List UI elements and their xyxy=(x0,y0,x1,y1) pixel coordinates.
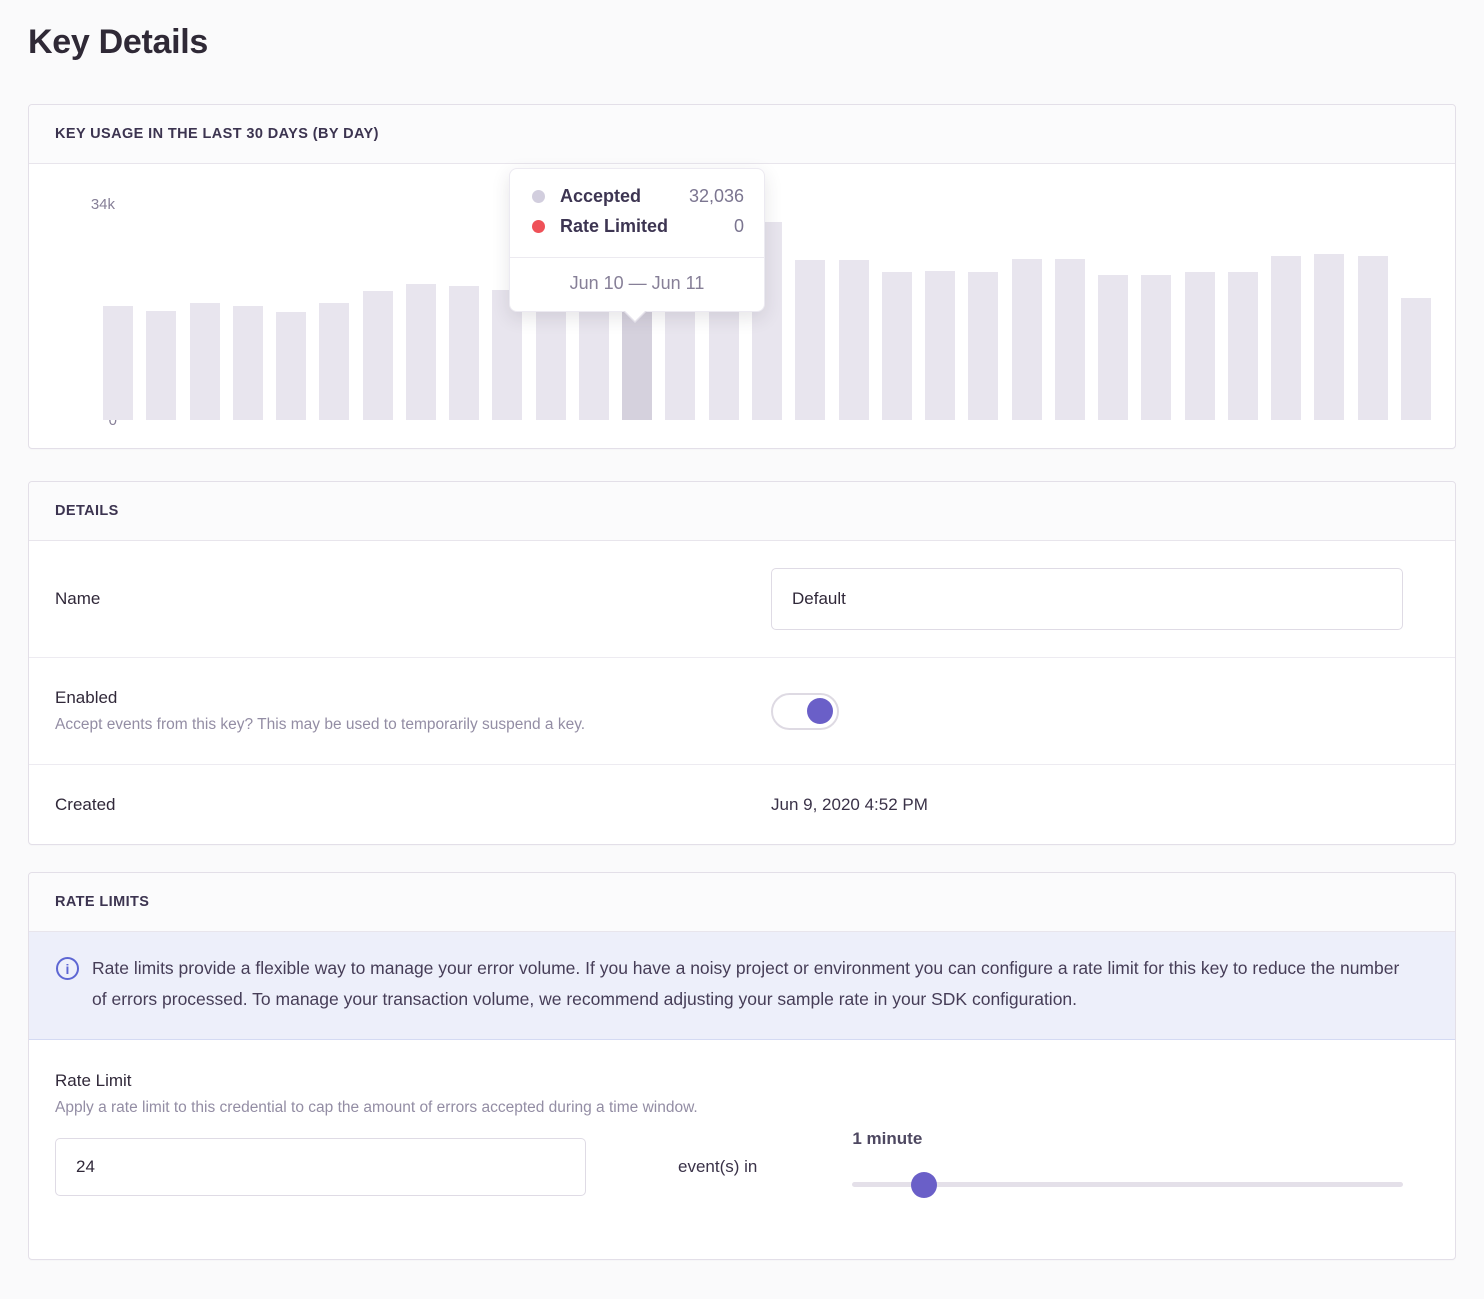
created-label: Created xyxy=(55,794,116,814)
rate-limit-controls: event(s) in 1 minute xyxy=(55,1129,1429,1198)
key-details-page: Key Details KEY USAGE IN THE LAST 30 DAY… xyxy=(28,23,1456,1260)
usage-bar[interactable] xyxy=(1141,275,1172,420)
tooltip-arrow-icon xyxy=(624,310,646,321)
tooltip-date-range: Jun 10 — Jun 11 xyxy=(510,257,764,311)
y-axis-min-label: 0 xyxy=(108,412,117,429)
rate-limit-window-slider: 1 minute xyxy=(852,1129,1429,1198)
usage-bar[interactable] xyxy=(881,272,912,420)
usage-bar[interactable] xyxy=(276,312,307,420)
rate-limited-series-dot-icon xyxy=(532,220,545,233)
usage-bar[interactable] xyxy=(1357,256,1388,420)
usage-bar[interactable] xyxy=(1271,256,1302,420)
tooltip-rate-limited-value: 0 xyxy=(733,216,744,236)
y-axis-max-label: 34k xyxy=(90,196,115,213)
usage-bar[interactable] xyxy=(1054,259,1085,420)
page-title: Key Details xyxy=(28,23,209,61)
rate-limits-info-text: Rate limits provide a flexible way to ma… xyxy=(92,958,1400,1009)
usage-bar[interactable] xyxy=(103,306,133,420)
enabled-help-text: Accept events from this key? This may be… xyxy=(55,716,586,733)
usage-bar[interactable] xyxy=(146,311,177,420)
created-row: Created Jun 9, 2020 4:52 PM xyxy=(29,765,1455,844)
usage-bar[interactable] xyxy=(838,260,869,420)
events-in-label: event(s) in xyxy=(678,1157,758,1176)
details-panel: DETAILS Name Enabled Accept events from … xyxy=(28,481,1456,845)
usage-bar[interactable] xyxy=(1314,254,1345,420)
info-circle-icon: i xyxy=(56,957,79,980)
usage-bar[interactable] xyxy=(362,291,393,420)
slider-track[interactable] xyxy=(852,1171,1403,1198)
usage-bar[interactable] xyxy=(189,303,220,420)
tooltip-accepted-row: Accepted 32,036 xyxy=(532,186,744,207)
created-value: Jun 9, 2020 4:52 PM xyxy=(771,794,928,814)
window-value-label: 1 minute xyxy=(852,1129,923,1148)
usage-bars xyxy=(103,204,1431,420)
accepted-series-dot-icon xyxy=(532,190,545,203)
usage-bar[interactable] xyxy=(1011,259,1042,420)
name-row: Name xyxy=(29,541,1455,658)
usage-bar[interactable] xyxy=(1184,272,1215,420)
chart-tooltip: Accepted 32,036 Rate Limited 0 Jun 10 — … xyxy=(509,168,765,323)
usage-bar[interactable] xyxy=(319,303,350,420)
usage-bar[interactable] xyxy=(925,271,956,420)
tooltip-accepted-value: 32,036 xyxy=(688,186,744,206)
slider-thumb[interactable] xyxy=(910,1171,937,1198)
usage-chart: 34k 0 Accepted 32,036 Rate Limited 0 xyxy=(29,164,1455,448)
name-label: Name xyxy=(55,589,101,608)
usage-bar[interactable] xyxy=(232,306,263,420)
rate-limit-label: Rate Limit xyxy=(55,1071,132,1090)
usage-bar[interactable] xyxy=(968,272,999,420)
usage-bar[interactable] xyxy=(1227,272,1258,420)
usage-bar[interactable] xyxy=(795,260,826,420)
rate-limits-info-alert: i Rate limits provide a flexible way to … xyxy=(29,932,1455,1040)
tooltip-rate-limited-label: Rate Limited xyxy=(560,216,669,236)
rate-limits-panel-header: RATE LIMITS xyxy=(29,873,1455,932)
rate-limit-count-input[interactable] xyxy=(55,1138,586,1196)
rate-limit-help-text: Apply a rate limit to this credential to… xyxy=(55,1099,698,1116)
tooltip-rate-limited-row: Rate Limited 0 xyxy=(532,216,744,237)
rate-limit-row: Rate Limit Apply a rate limit to this cr… xyxy=(29,1040,1455,1259)
tooltip-accepted-label: Accepted xyxy=(560,186,642,206)
details-panel-header: DETAILS xyxy=(29,482,1455,541)
usage-bar[interactable] xyxy=(405,284,436,420)
key-usage-panel: KEY USAGE IN THE LAST 30 DAYS (BY DAY) 3… xyxy=(28,104,1456,449)
rate-limits-panel: RATE LIMITS i Rate limits provide a flex… xyxy=(28,872,1456,1260)
enabled-toggle[interactable] xyxy=(771,692,839,730)
toggle-knob-icon xyxy=(807,698,833,724)
name-input[interactable] xyxy=(771,568,1403,630)
enabled-label: Enabled xyxy=(55,688,118,707)
usage-bar[interactable] xyxy=(1098,275,1129,420)
key-usage-panel-header: KEY USAGE IN THE LAST 30 DAYS (BY DAY) xyxy=(29,105,1455,164)
usage-bar[interactable] xyxy=(449,286,480,420)
usage-bar[interactable] xyxy=(1400,298,1431,420)
enabled-row: Enabled Accept events from this key? Thi… xyxy=(29,658,1455,765)
